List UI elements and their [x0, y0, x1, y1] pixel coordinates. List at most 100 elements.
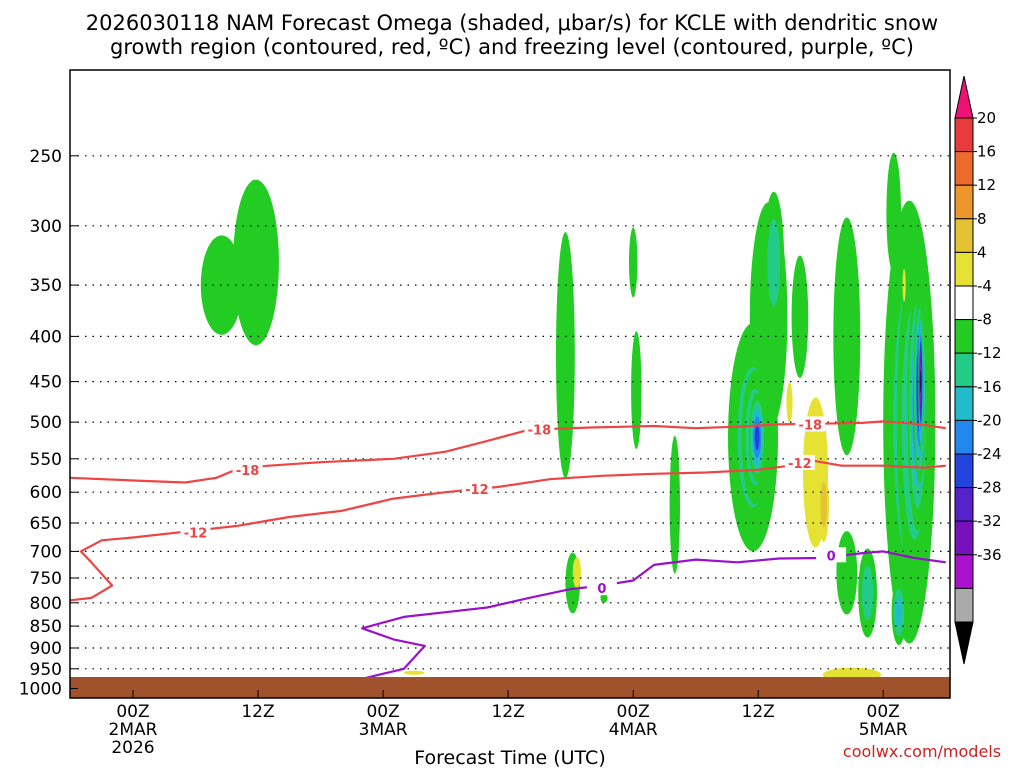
omega-blob-22-level-m12 — [895, 597, 903, 627]
ytick-label-900: 900 — [30, 639, 62, 659]
colorbar-label-11: -28 — [977, 479, 1002, 497]
xtick-label-72-0: 00Z — [867, 702, 900, 722]
colorbar-bottom-arrow — [954, 621, 974, 665]
colorbar-box-4 — [954, 218, 974, 253]
colorbar-label-1: 16 — [977, 143, 996, 161]
colorbar-label-7: -12 — [977, 344, 1002, 362]
omega-blob-4-level-m4 — [629, 227, 638, 298]
credit-text: coolwx.com/models — [843, 742, 1001, 761]
omega-blob-13-level-m4 — [833, 217, 861, 456]
colorbar-box-10 — [954, 419, 974, 455]
contour-label-bg-0-1 — [524, 421, 555, 437]
ytick-label-750: 750 — [30, 569, 62, 589]
colorbar-box-11 — [954, 453, 974, 489]
xtick-label-48-1: 4MAR — [609, 720, 658, 740]
omega-blob-0-level-m4 — [200, 235, 243, 335]
ytick-label-850: 850 — [30, 617, 62, 637]
ytick-label-450: 450 — [30, 373, 62, 393]
contour-label-bg-0-2 — [795, 416, 826, 432]
xtick-label-60-0: 12Z — [742, 702, 775, 722]
colorbar-label-13: -36 — [977, 546, 1002, 564]
chart-title-line-2: growth region (contoured, red, ºC) and f… — [110, 35, 914, 59]
colorbar-box-8 — [954, 352, 974, 388]
colorbar-box-3 — [954, 184, 974, 220]
temperature-contours: -18 -18 -18 -12 -12 -12 0 0 — [70, 416, 946, 690]
ytick-label-600: 600 — [30, 483, 62, 503]
colorbar-box-7 — [954, 319, 974, 354]
xtick-label-72-1: 5MAR — [859, 720, 908, 740]
omega-blob-14-level-m4 — [836, 531, 858, 615]
xtick-label-0-0: 00Z — [116, 702, 149, 722]
xtick-label-24-0: 00Z — [366, 702, 399, 722]
xtick-label-24-1: 3MAR — [359, 720, 408, 740]
ytick-label-550: 550 — [30, 450, 62, 470]
contour-label-bg-1-0 — [180, 524, 211, 540]
omega-blob-5-level-m4 — [631, 331, 642, 449]
omega-blob-27-level-4 — [786, 382, 793, 423]
contour-label-1-1: -12 — [465, 483, 489, 498]
xtick-label-0-2: 2026 — [111, 738, 154, 758]
colorbar-box-2 — [954, 151, 974, 186]
omega-blob-21-level-m36 — [920, 370, 922, 394]
contour-label-2-1: 0 — [827, 549, 836, 564]
contour-label-0-0: -18 — [236, 464, 260, 479]
colorbar-box-1 — [954, 117, 974, 153]
xtick-label-36-0: 12Z — [491, 702, 524, 722]
omega-blob-26-level-8 — [820, 481, 827, 528]
omega-blob-2-level-m4 — [556, 232, 575, 479]
colorbar-box-14 — [954, 554, 974, 589]
colorbar-label-10: -24 — [977, 445, 1002, 463]
omega-blob-24-level-m4 — [600, 593, 608, 603]
contour-label-bg-1-1 — [461, 481, 492, 496]
ytick-label-800: 800 — [30, 594, 62, 614]
colorbar-box-6 — [954, 285, 974, 321]
ytick-label-250: 250 — [30, 147, 62, 167]
omega-blob-1-level-m4 — [233, 179, 279, 346]
ytick-label-700: 700 — [30, 542, 62, 562]
ytick-label-300: 300 — [30, 217, 62, 237]
colorbar-label-3: 8 — [977, 210, 987, 228]
contour-label-1-0: -12 — [184, 526, 208, 541]
contour-label-1-2: -12 — [788, 457, 812, 472]
xtick-label-48-0: 00Z — [617, 702, 650, 722]
chart-title-line-1: 2026030118 NAM Forecast Omega (shaded, μ… — [86, 11, 938, 35]
contour-label-bg-2-1 — [816, 547, 847, 563]
colorbar-box-15 — [954, 587, 974, 623]
omega-blob-12-level-m4 — [791, 255, 809, 378]
plot-frame — [69, 69, 951, 699]
colorbar-label-2: 12 — [977, 176, 996, 194]
contour-label-0-1: -18 — [528, 424, 552, 439]
colorbar-label-9: -20 — [977, 411, 1002, 429]
ytick-label-1000: 1000 — [19, 680, 62, 700]
colorbar-box-5 — [954, 251, 974, 287]
xtick-label-0-1: 2MAR — [109, 720, 158, 740]
omega-shading — [200, 152, 936, 682]
ytick-label-400: 400 — [30, 327, 62, 347]
terrain-strip — [70, 677, 950, 698]
colorbar-top-arrow — [954, 75, 974, 119]
colorbar-label-5: -4 — [977, 277, 992, 295]
ytick-label-650: 650 — [30, 514, 62, 534]
contour-label-bg-0-0 — [232, 461, 263, 477]
xtick-label-12-0: 12Z — [241, 702, 274, 722]
colorbar: 20 16 12 8 4 -4 -8 -12 -16 -20 -24 -28 -32 -36 — [954, 75, 1002, 665]
contour-label-2-0: 0 — [597, 582, 606, 597]
omega-blob-30-level-4 — [902, 268, 906, 302]
colorbar-label-6: -8 — [977, 311, 992, 329]
omega-blob-8-level-m8 — [767, 218, 781, 306]
colorbar-label-12: -32 — [977, 512, 1002, 530]
omega-blob-15-level-m8 — [861, 565, 874, 621]
contour-label-bg-2-0 — [586, 580, 617, 596]
ytick-label-500: 500 — [30, 413, 62, 433]
x-axis-label: Forecast Time (UTC) — [414, 747, 605, 768]
colorbar-label-0: 20 — [977, 109, 996, 127]
contour-label-0-2: -18 — [799, 418, 823, 433]
colorbar-label-8: -16 — [977, 378, 1002, 396]
omega-blob-11-level-m20 — [754, 424, 760, 450]
omega-blob-6-level-m4 — [669, 435, 680, 574]
ytick-label-350: 350 — [30, 276, 62, 296]
colorbar-box-12 — [954, 487, 974, 522]
ytick-label-950: 950 — [30, 660, 62, 680]
